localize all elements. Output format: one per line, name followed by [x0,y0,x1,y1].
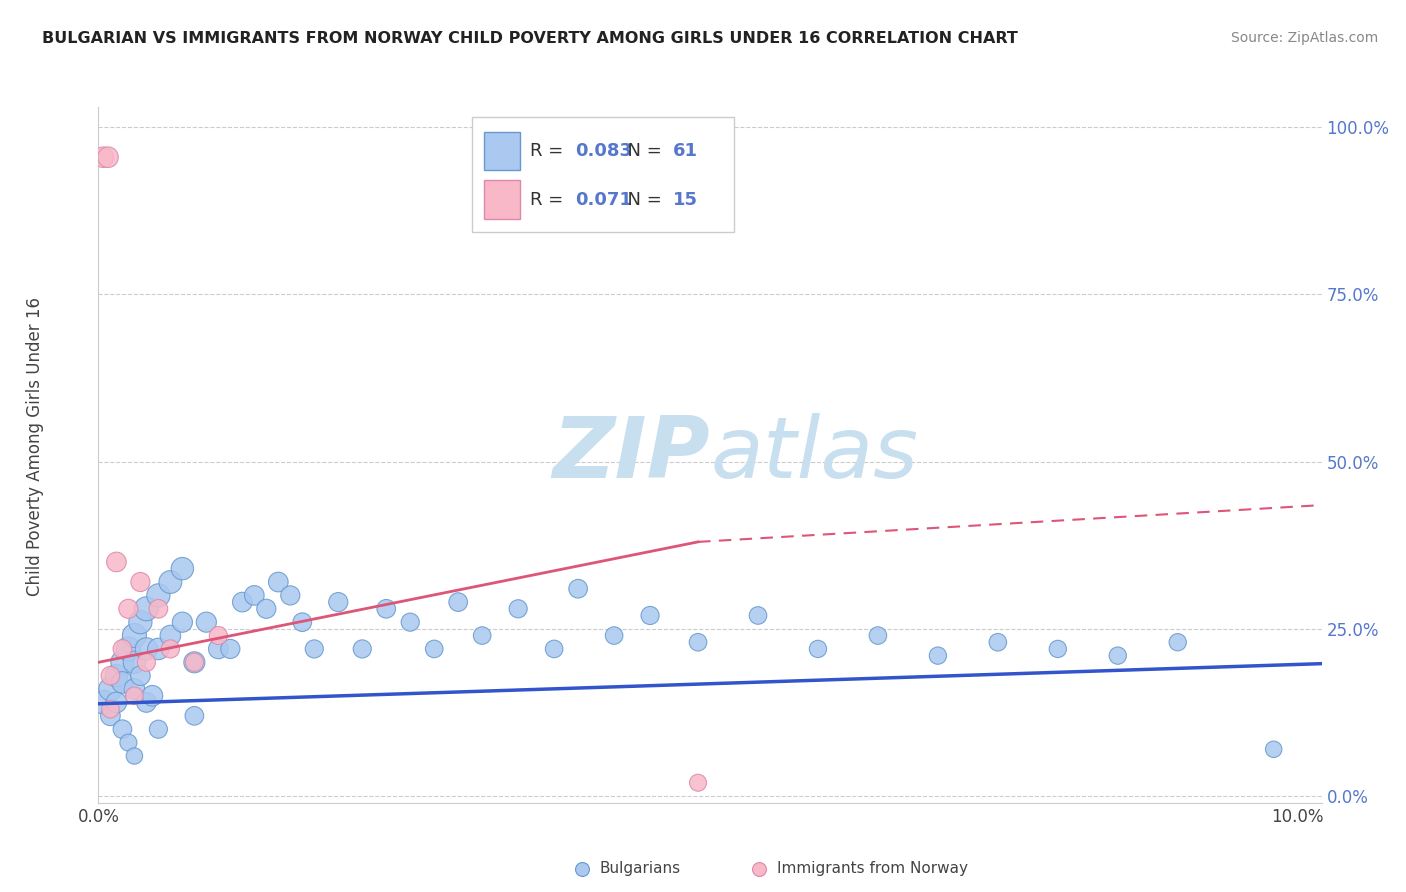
Text: BULGARIAN VS IMMIGRANTS FROM NORWAY CHILD POVERTY AMONG GIRLS UNDER 16 CORRELATI: BULGARIAN VS IMMIGRANTS FROM NORWAY CHIL… [42,31,1018,46]
Point [100,681,122,696]
Point [399,615,422,630]
Point [195,615,218,630]
Point [105,669,128,683]
Text: 61: 61 [673,142,699,160]
Point [124,749,146,764]
Point [100,702,122,716]
Text: N =: N = [616,191,668,209]
Point [686,775,709,790]
Point [183,655,205,669]
Point [543,642,565,657]
Point [207,642,229,657]
Point [352,642,374,657]
Point [304,642,326,657]
Point [117,735,139,749]
Text: N =: N = [616,142,668,160]
Point [243,589,266,603]
Text: ZIP: ZIP [553,413,710,497]
Point [866,628,889,642]
Point [141,689,163,703]
Point [686,635,709,649]
Point [93,696,115,710]
Point [807,642,830,657]
Point [129,669,152,683]
Point [183,655,205,669]
Point [129,615,152,630]
Point [638,608,661,623]
Point [148,723,170,737]
Point [148,642,170,657]
Point [100,708,122,723]
FancyBboxPatch shape [484,132,520,170]
Point [219,642,242,657]
Text: Source: ZipAtlas.com: Source: ZipAtlas.com [1230,31,1378,45]
Point [291,615,314,630]
Point [927,648,949,663]
Text: 0.071: 0.071 [575,191,633,209]
Point [172,615,194,630]
Point [987,635,1010,649]
Point [117,602,139,616]
Point [267,575,290,590]
Point [1046,642,1069,657]
Point [254,602,277,616]
Point [135,696,157,710]
FancyBboxPatch shape [471,118,734,232]
Point [447,595,470,609]
Point [124,628,146,642]
Point [159,628,181,642]
Point [111,675,134,690]
Point [148,602,170,616]
Text: 15: 15 [673,191,699,209]
Text: 0.083: 0.083 [575,142,633,160]
Point [135,642,157,657]
Point [1167,635,1189,649]
Point [508,602,530,616]
Point [159,575,181,590]
Text: Child Poverty Among Girls Under 16: Child Poverty Among Girls Under 16 [27,296,44,596]
Point [124,681,146,696]
Text: atlas: atlas [710,413,918,497]
Point [375,602,398,616]
Point [172,562,194,576]
Point [183,708,205,723]
Point [100,669,122,683]
Point [117,642,139,657]
Text: Bulgarians: Bulgarians [600,862,681,877]
Point [129,575,152,590]
Point [278,589,301,603]
Point [97,150,120,164]
Point [328,595,350,609]
Text: R =: R = [530,142,569,160]
Point [111,642,134,657]
Text: R =: R = [530,191,569,209]
Point [148,589,170,603]
Point [111,655,134,669]
Point [1263,742,1285,756]
Point [747,608,769,623]
Point [135,602,157,616]
Point [111,723,134,737]
Point [91,150,114,164]
Point [231,595,253,609]
Point [135,655,157,669]
Point [159,642,181,657]
FancyBboxPatch shape [484,180,520,219]
Point [471,628,494,642]
Point [124,655,146,669]
Point [124,689,146,703]
Point [567,582,589,596]
Point [603,628,626,642]
Point [207,628,229,642]
Text: Immigrants from Norway: Immigrants from Norway [778,862,969,877]
Point [1107,648,1129,663]
Point [105,555,128,569]
Point [105,696,128,710]
Point [423,642,446,657]
